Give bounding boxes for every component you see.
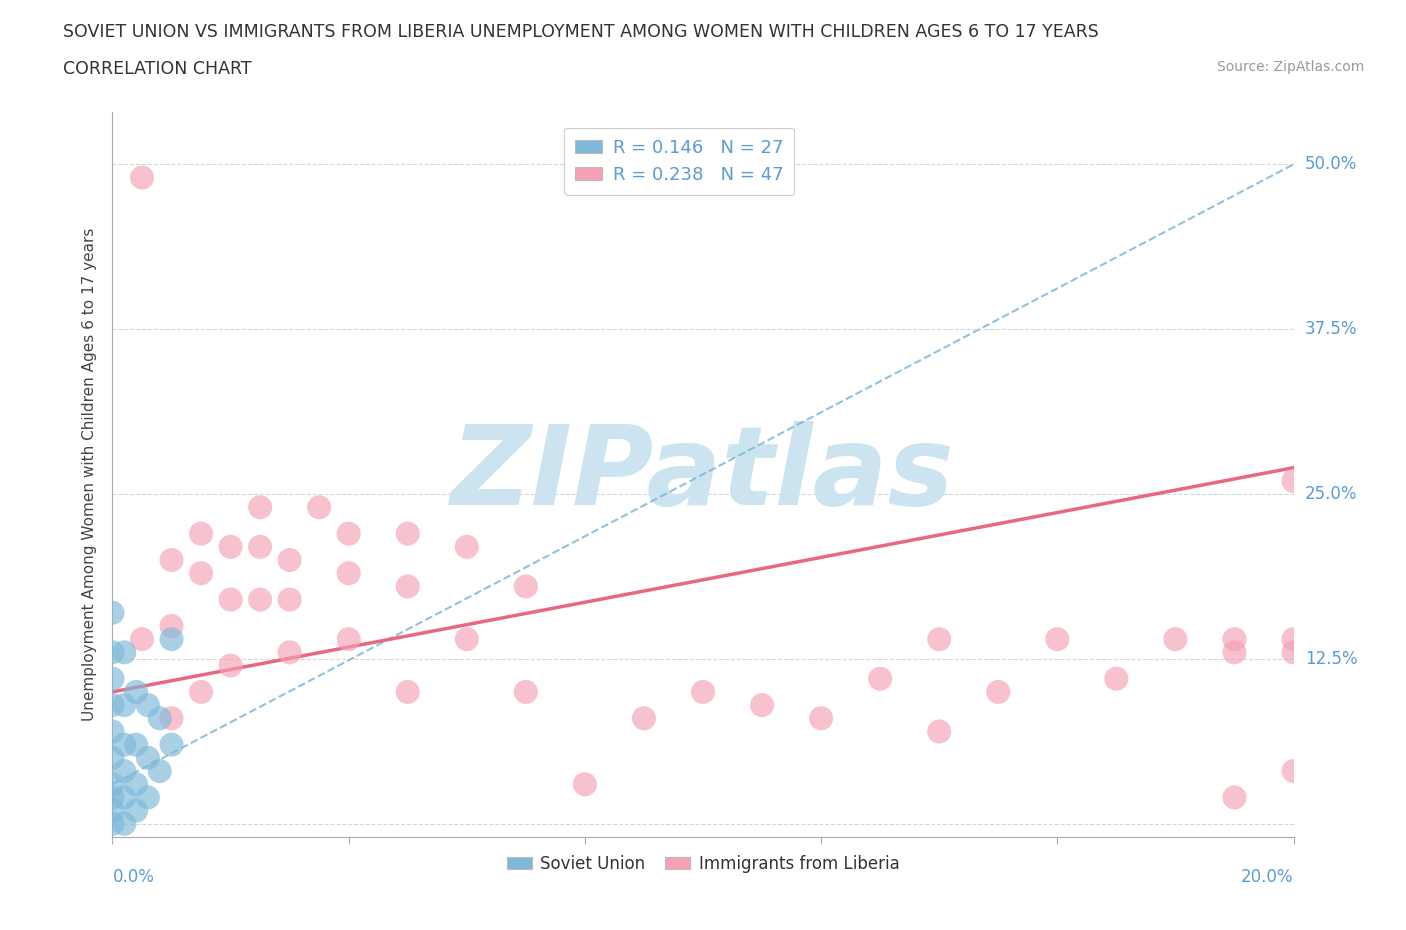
Point [1223, 790, 1246, 804]
Point [1223, 644, 1246, 659]
Point [751, 698, 773, 712]
Y-axis label: Unemployment Among Women with Children Ages 6 to 17 years: Unemployment Among Women with Children A… [82, 228, 97, 721]
Point [112, 644, 135, 659]
Point [160, 711, 183, 725]
Text: 37.5%: 37.5% [1305, 320, 1357, 339]
Point [1164, 631, 1187, 646]
Point [101, 790, 124, 804]
Point [125, 804, 148, 818]
Point [125, 777, 148, 791]
Text: ZIPatlas: ZIPatlas [451, 420, 955, 528]
Point [149, 711, 172, 725]
Point [112, 737, 135, 752]
Point [190, 565, 212, 580]
Point [160, 552, 183, 567]
Point [308, 499, 330, 514]
Point [1282, 473, 1305, 488]
Point [249, 592, 271, 607]
Point [515, 684, 537, 699]
Text: CORRELATION CHART: CORRELATION CHART [63, 60, 252, 78]
Point [125, 737, 148, 752]
Point [136, 790, 159, 804]
Point [101, 817, 124, 831]
Legend: Soviet Union, Immigrants from Liberia: Soviet Union, Immigrants from Liberia [501, 848, 905, 880]
Point [278, 644, 301, 659]
Point [928, 724, 950, 739]
Point [692, 684, 714, 699]
Point [1223, 631, 1246, 646]
Point [136, 751, 159, 765]
Point [125, 684, 148, 699]
Point [515, 579, 537, 594]
Point [160, 737, 183, 752]
Point [219, 658, 242, 673]
Point [574, 777, 596, 791]
Point [249, 499, 271, 514]
Point [136, 698, 159, 712]
Point [633, 711, 655, 725]
Point [101, 804, 124, 818]
Point [149, 764, 172, 778]
Text: Source: ZipAtlas.com: Source: ZipAtlas.com [1216, 60, 1364, 74]
Text: 12.5%: 12.5% [1305, 650, 1357, 668]
Point [396, 579, 419, 594]
Point [1282, 631, 1305, 646]
Point [160, 618, 183, 633]
Text: 0.0%: 0.0% [112, 868, 155, 885]
Text: SOVIET UNION VS IMMIGRANTS FROM LIBERIA UNEMPLOYMENT AMONG WOMEN WITH CHILDREN A: SOVIET UNION VS IMMIGRANTS FROM LIBERIA … [63, 23, 1099, 41]
Point [456, 539, 478, 554]
Point [456, 631, 478, 646]
Text: 50.0%: 50.0% [1305, 155, 1357, 173]
Point [101, 671, 124, 686]
Point [131, 170, 153, 185]
Point [396, 526, 419, 541]
Point [278, 552, 301, 567]
Point [1282, 764, 1305, 778]
Point [278, 592, 301, 607]
Point [101, 777, 124, 791]
Point [810, 711, 832, 725]
Point [869, 671, 891, 686]
Point [101, 644, 124, 659]
Text: 20.0%: 20.0% [1241, 868, 1294, 885]
Text: 25.0%: 25.0% [1305, 485, 1357, 503]
Point [249, 539, 271, 554]
Point [112, 817, 135, 831]
Point [1046, 631, 1069, 646]
Point [396, 684, 419, 699]
Point [190, 684, 212, 699]
Point [101, 605, 124, 620]
Point [337, 526, 360, 541]
Point [131, 631, 153, 646]
Point [101, 698, 124, 712]
Point [219, 539, 242, 554]
Point [112, 764, 135, 778]
Point [101, 724, 124, 739]
Point [1105, 671, 1128, 686]
Point [112, 698, 135, 712]
Point [160, 631, 183, 646]
Point [337, 631, 360, 646]
Point [1282, 644, 1305, 659]
Point [190, 526, 212, 541]
Point [219, 592, 242, 607]
Point [337, 565, 360, 580]
Point [112, 790, 135, 804]
Point [101, 751, 124, 765]
Point [928, 631, 950, 646]
Point [987, 684, 1010, 699]
